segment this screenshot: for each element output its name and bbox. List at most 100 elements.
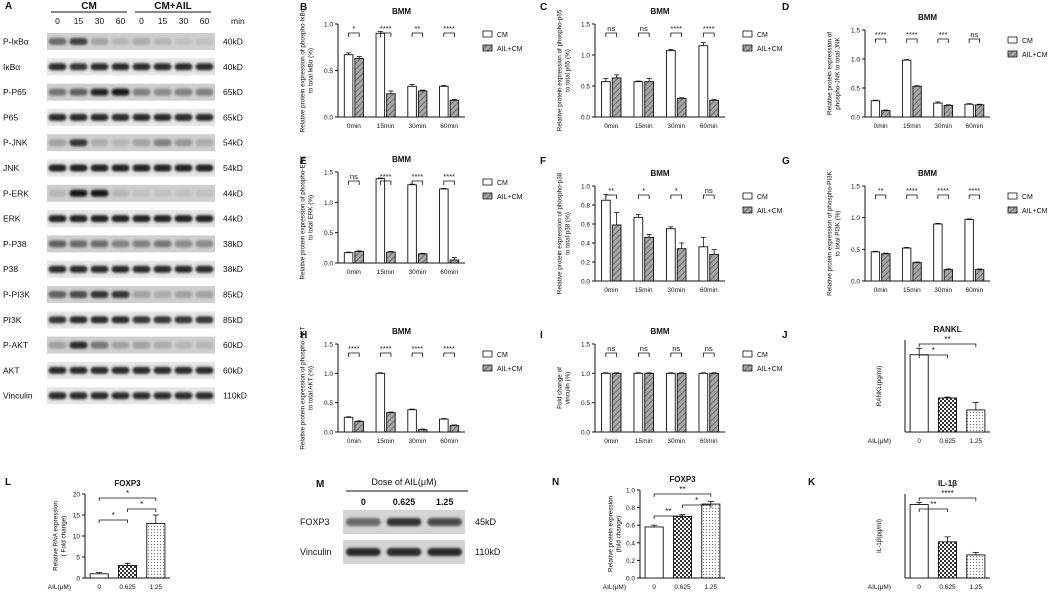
blot-band (111, 341, 130, 349)
blot-band (174, 189, 193, 197)
bar-ail-cm (386, 412, 396, 433)
x-tick-label: 15min (903, 123, 921, 130)
blot-band (174, 291, 193, 298)
bar-dose-2 (966, 554, 986, 579)
bar-ail-cm (676, 248, 687, 282)
bar-ail-cm (912, 262, 922, 282)
x-axis-prefix: AIL(μM) (868, 438, 891, 445)
blot-band (195, 291, 214, 298)
blot-band (90, 316, 109, 324)
molecular-weight-label: 110kD (223, 391, 247, 401)
y-tick-label: 1.5 (324, 342, 333, 349)
x-tick-label: 0 (652, 584, 656, 591)
y-axis-label: Relative protein expression of phospho-I… (300, 8, 315, 132)
y-tick-label: 1.5 (581, 342, 590, 349)
significance-bracket (98, 497, 157, 501)
legend-swatch-ail-cm (482, 364, 493, 372)
legend-swatch-cm (482, 350, 493, 358)
x-tick-label: 30min (409, 438, 427, 445)
y-axis-label: Relative protein expression ofphospho-JN… (827, 32, 842, 115)
blot-band (90, 88, 109, 96)
bar-cm (375, 372, 386, 433)
y-tick-label: 1.0 (851, 57, 860, 64)
blot-band (195, 240, 214, 248)
chart-title: RANKL (934, 325, 962, 334)
bar-cm (375, 32, 386, 118)
y-tick-label: 1.5 (581, 22, 590, 29)
blot-band (195, 189, 214, 197)
bar-ail-cm (644, 81, 654, 118)
legend-label: AIL+CM (1022, 52, 1048, 59)
bar-cm (870, 251, 881, 282)
x-tick-label: 60min (966, 287, 984, 294)
legend-swatch-ail-cm (482, 44, 493, 52)
x-tick-label: 30min (667, 123, 685, 130)
x-tick-label: 60min (440, 123, 458, 130)
y-tick-label: 0.8 (581, 203, 590, 210)
blot-band (132, 341, 151, 349)
x-tick-label: 15min (635, 287, 653, 294)
bar-ail-cm (611, 372, 622, 433)
x-tick-label: 1.25 (970, 438, 983, 445)
legend-swatch-ail-cm (1007, 206, 1018, 214)
significance-label: * (932, 346, 935, 355)
bar-cm (666, 372, 676, 433)
x-tick-label: 15min (635, 438, 653, 445)
blot-strip (47, 260, 215, 278)
chart-title: BMM (918, 13, 937, 22)
chart-title: FOXP3 (114, 479, 141, 488)
blot-band (132, 265, 151, 273)
y-tick-label: 0.6 (626, 523, 635, 530)
significance-label: * (126, 489, 129, 498)
x-tick-label: 60min (700, 123, 718, 130)
significance-label: **** (412, 172, 424, 181)
y-tick-label: 5 (76, 555, 80, 562)
blot-row-label: P-AKT (3, 340, 28, 350)
blot-row-label: PI3K (3, 315, 22, 325)
bar-ail-cm (943, 269, 954, 282)
bar-ail-cm (449, 259, 460, 264)
significance-label: ** (944, 335, 950, 344)
y-axis-label: Relative protein expression(fold change) (608, 496, 623, 572)
blot-band (153, 88, 172, 96)
molecular-weight-label: 54kD (223, 138, 243, 148)
blot-band (132, 139, 151, 147)
blot-band (174, 366, 193, 374)
y-tick-label: 1.0 (324, 200, 333, 207)
x-tick-label: 0min (347, 438, 361, 445)
significance-bracket (637, 352, 650, 357)
bar-dose-2 (146, 522, 166, 579)
blot-band (153, 189, 172, 197)
blot-band (132, 38, 151, 45)
molecular-weight-label: 38kD (223, 264, 243, 274)
blot-band (153, 139, 172, 147)
blot-band (69, 240, 88, 248)
significance-bracket (98, 519, 128, 523)
dose-title: Dose of AIL(μM) (371, 477, 436, 487)
x-tick-label: 15min (635, 123, 653, 130)
blot-band (111, 240, 130, 248)
significance-label: **** (443, 24, 455, 33)
blot-band (195, 366, 214, 374)
y-tick-label: 1.5 (324, 170, 333, 177)
blot-band (111, 88, 130, 96)
x-tick-label: 0min (347, 269, 361, 276)
blot-band (153, 366, 172, 374)
legend-swatch-ail-cm (742, 206, 753, 214)
blot-row-label: P38 (3, 264, 18, 274)
bar-cm (666, 50, 676, 118)
blot-band (90, 113, 109, 121)
bar-dose-2 (701, 503, 721, 579)
y-axis-label: IL-1β(pg/ml) (876, 519, 883, 553)
chart-title: BMM (650, 7, 669, 16)
y-tick-label: 1.0 (324, 371, 333, 378)
bar-cm (901, 247, 912, 282)
bar-cm (633, 81, 644, 118)
molecular-weight-label: 45kD (475, 517, 497, 527)
molecular-weight-label: 60kD (223, 340, 243, 350)
blot-band (153, 215, 172, 223)
blot-band (132, 63, 151, 71)
significance-label: **** (906, 186, 918, 195)
significance-label: **** (443, 172, 455, 181)
blot-band (111, 215, 130, 223)
